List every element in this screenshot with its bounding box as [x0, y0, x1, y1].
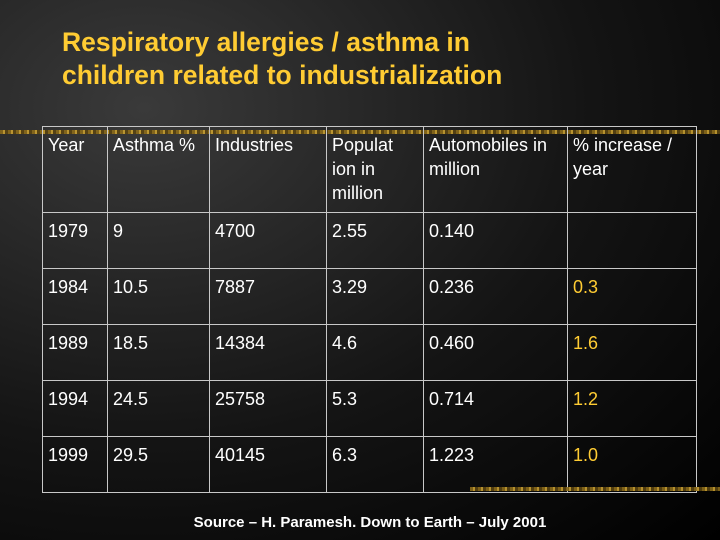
table-row: 1999 29.5 40145 6.3 1.223 1.0: [42, 436, 697, 493]
cell-population: 5.3: [326, 380, 424, 437]
table-row: 1979 9 4700 2.55 0.140: [42, 212, 697, 269]
decorative-rule-bottom: [470, 487, 720, 491]
cell-industries: 7887: [209, 268, 327, 325]
cell-automobiles: 0.140: [423, 212, 568, 269]
cell-year: 1989: [42, 324, 108, 381]
table-row: 1994 24.5 25758 5.3 0.714 1.2: [42, 380, 697, 437]
cell-asthma: 24.5: [107, 380, 210, 437]
header-automobiles: Automobiles in million: [423, 126, 568, 213]
table-row: 1989 18.5 14384 4.6 0.460 1.6: [42, 324, 697, 381]
cell-asthma: 18.5: [107, 324, 210, 381]
data-table: Year Asthma % Industries Populat ion in …: [42, 126, 697, 493]
header-increase: % increase / year: [567, 126, 697, 213]
cell-increase: 0.3: [567, 268, 697, 325]
cell-automobiles: 0.714: [423, 380, 568, 437]
cell-asthma: 29.5: [107, 436, 210, 493]
cell-year: 1994: [42, 380, 108, 437]
cell-year: 1979: [42, 212, 108, 269]
cell-increase: 1.0: [567, 436, 697, 493]
slide-title: Respiratory allergies / asthma in childr…: [62, 26, 702, 92]
cell-increase: 1.2: [567, 380, 697, 437]
slide-title-line-1: Respiratory allergies / asthma in: [62, 27, 470, 57]
cell-automobiles: 0.236: [423, 268, 568, 325]
cell-increase: 1.6: [567, 324, 697, 381]
header-asthma: Asthma %: [107, 126, 210, 213]
table-row: 1984 10.5 7887 3.29 0.236 0.3: [42, 268, 697, 325]
cell-industries: 4700: [209, 212, 327, 269]
source-citation: Source – H. Paramesh. Down to Earth – Ju…: [193, 514, 547, 531]
cell-population: 4.6: [326, 324, 424, 381]
header-industries: Industries: [209, 126, 327, 213]
header-year: Year: [42, 126, 108, 213]
cell-automobiles: 1.223: [423, 436, 568, 493]
cell-population: 3.29: [326, 268, 424, 325]
cell-population: 6.3: [326, 436, 424, 493]
cell-industries: 14384: [209, 324, 327, 381]
table-header-row: Year Asthma % Industries Populat ion in …: [42, 126, 697, 213]
cell-asthma: 10.5: [107, 268, 210, 325]
cell-industries: 25758: [209, 380, 327, 437]
header-population: Populat ion in million: [326, 126, 424, 213]
cell-population: 2.55: [326, 212, 424, 269]
cell-year: 1984: [42, 268, 108, 325]
cell-automobiles: 0.460: [423, 324, 568, 381]
cell-increase: [567, 212, 697, 269]
cell-industries: 40145: [209, 436, 327, 493]
cell-asthma: 9: [107, 212, 210, 269]
cell-year: 1999: [42, 436, 108, 493]
slide-title-line-2: children related to industrialization: [62, 60, 503, 90]
